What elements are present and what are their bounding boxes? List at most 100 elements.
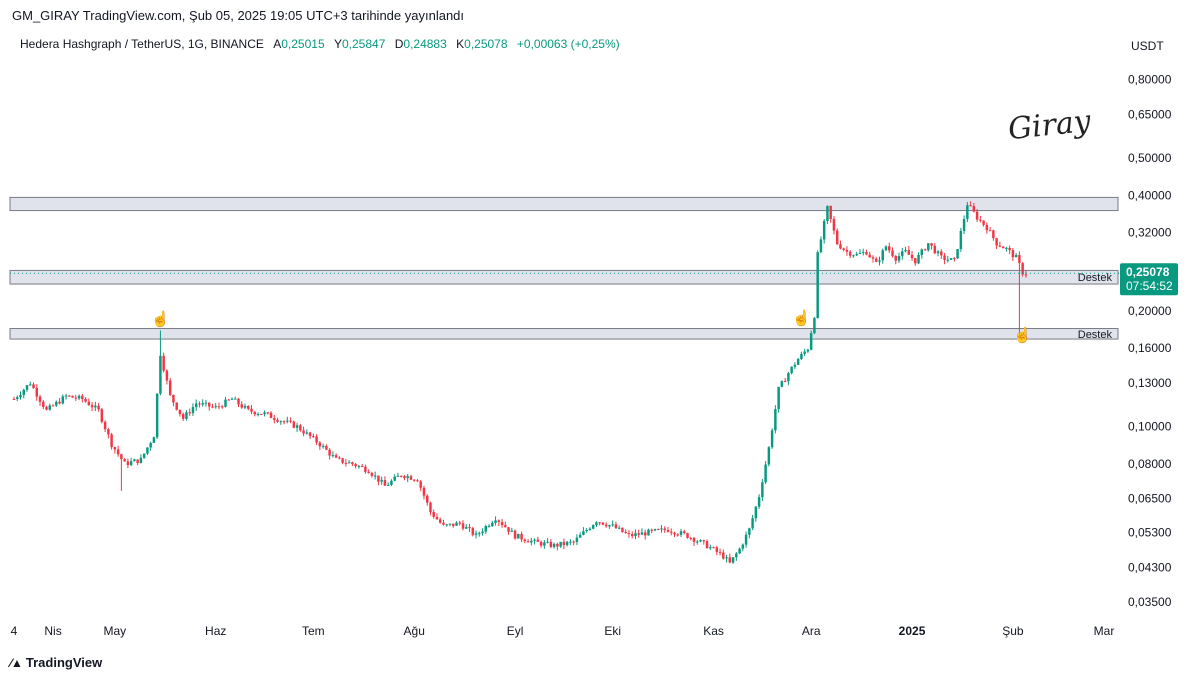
candle-body — [224, 399, 227, 407]
candle-body — [487, 525, 491, 527]
candle-body — [884, 246, 888, 251]
candle-body — [809, 333, 813, 350]
candle-body — [871, 257, 875, 259]
candle-body — [979, 219, 982, 221]
candle-body — [673, 532, 676, 535]
candle-body — [1021, 263, 1024, 275]
high-value: 0,25847 — [342, 37, 386, 51]
candle-body — [650, 529, 653, 531]
candle-body — [552, 543, 556, 547]
candle-body — [103, 421, 107, 430]
candle-body — [1005, 247, 1008, 249]
candle-body — [142, 453, 146, 458]
candle-body — [520, 533, 523, 540]
candle-body — [504, 525, 507, 528]
candle-body — [578, 534, 582, 538]
candle-body — [243, 405, 247, 408]
candle-body — [276, 419, 279, 422]
candle-body — [51, 405, 55, 407]
tradingview-logo[interactable]: ⁄▲ TradingView — [10, 655, 102, 670]
candle-body — [250, 408, 253, 412]
candle-body — [526, 541, 530, 543]
candle-body — [855, 253, 858, 256]
candle-body — [331, 455, 335, 457]
candle-body — [32, 384, 35, 389]
candle-body — [308, 432, 312, 437]
candle-body — [647, 529, 650, 536]
candle-body — [181, 414, 185, 419]
candle-body — [230, 398, 234, 400]
candle-body — [168, 380, 172, 395]
candle-body — [904, 250, 907, 252]
candle-body — [194, 403, 198, 408]
candle-body — [412, 479, 416, 481]
candle-body — [705, 541, 709, 549]
candle-body — [123, 459, 126, 462]
candle-body — [380, 480, 383, 482]
candle-body — [946, 259, 950, 261]
candle-body — [601, 522, 605, 525]
hand-marker-icon: ☝ — [1013, 325, 1032, 344]
candle-body — [35, 388, 39, 397]
candle-body — [517, 533, 520, 539]
candle-body — [367, 471, 370, 474]
candle-body — [286, 420, 289, 422]
candle-body — [712, 547, 715, 549]
candle-body — [136, 459, 139, 463]
candle-body — [48, 405, 52, 410]
candle-body — [19, 394, 22, 398]
candle-body — [962, 219, 966, 231]
candle-body — [513, 530, 517, 539]
candle-body — [696, 541, 699, 543]
candle-body — [878, 260, 881, 262]
candle-body — [162, 355, 165, 371]
candle-body — [617, 527, 621, 529]
candle-body — [45, 406, 48, 410]
high-key: Y — [333, 37, 342, 51]
candle-body — [969, 205, 972, 207]
candle-body — [97, 405, 100, 410]
candle-body — [172, 394, 175, 403]
candle-body — [725, 557, 728, 559]
candle-body — [575, 537, 579, 542]
candle-body — [829, 205, 832, 219]
candle-body — [816, 252, 819, 318]
candle-body — [861, 252, 865, 254]
candle-body — [120, 454, 123, 460]
y-tick-label: 0,40000 — [1128, 188, 1172, 202]
candle-body — [155, 393, 159, 438]
candle-body — [129, 461, 133, 466]
candle-body — [741, 544, 745, 549]
candle-body — [621, 527, 624, 533]
candle-body — [273, 418, 276, 420]
candle-body — [715, 547, 719, 552]
y-tick-label: 0,04300 — [1128, 560, 1172, 574]
candle-body — [77, 395, 81, 399]
candle-body — [510, 530, 514, 532]
candle-body — [653, 529, 657, 531]
candle-body — [491, 522, 494, 526]
candle-body — [68, 395, 71, 397]
candle-body — [800, 353, 803, 360]
candle-body — [787, 373, 790, 382]
symbol-title[interactable]: Hedera Hashgraph / TetherUS, 1G, BINANCE — [20, 37, 264, 51]
candle-body — [546, 541, 549, 543]
candle-body — [468, 527, 471, 529]
candle-body — [94, 405, 97, 408]
x-tick-label: Şub — [1002, 624, 1024, 638]
candle-body — [982, 220, 985, 225]
candle-body — [998, 245, 1002, 247]
candle-body — [497, 520, 501, 522]
candle-body — [347, 462, 351, 464]
candle-body — [191, 407, 195, 414]
candle-body — [1014, 255, 1018, 258]
candle-body — [777, 386, 780, 410]
y-tick-label: 0,32000 — [1128, 226, 1172, 240]
candle-body — [728, 557, 732, 563]
candle-body — [923, 249, 927, 251]
candle-body — [113, 447, 117, 450]
candle-body — [377, 475, 380, 482]
candle-body — [686, 533, 689, 538]
candle-body — [744, 534, 748, 545]
